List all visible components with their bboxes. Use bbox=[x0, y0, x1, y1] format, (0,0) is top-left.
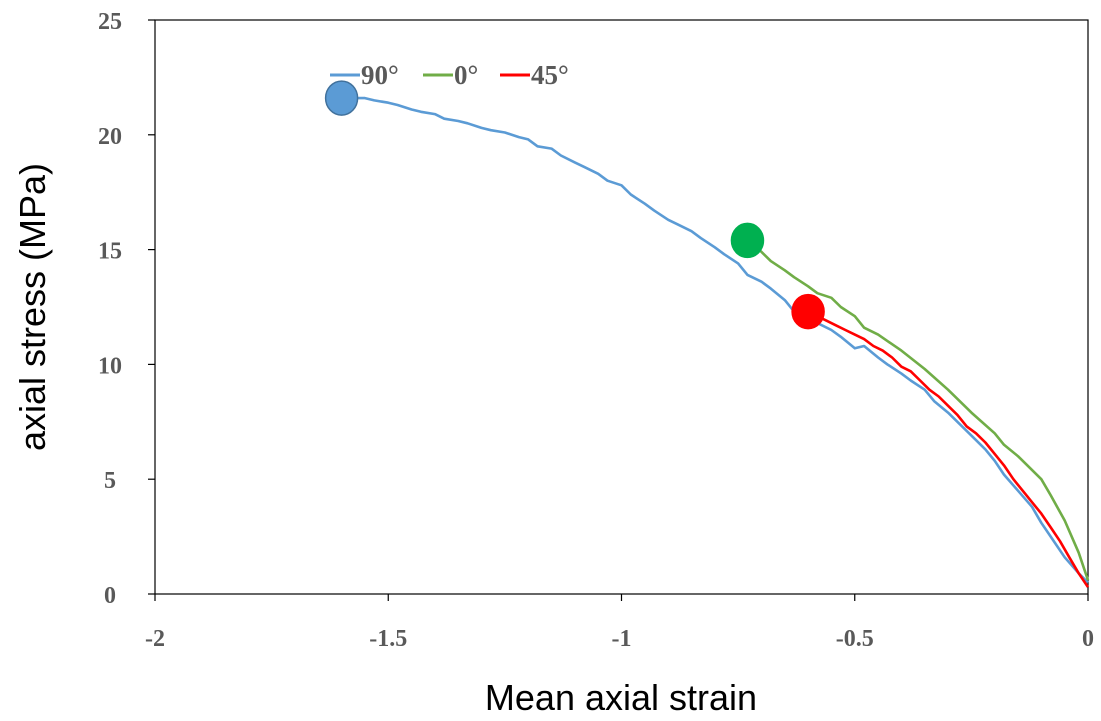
marker-layer bbox=[324, 80, 825, 330]
series-line-0deg bbox=[746, 239, 1090, 581]
y-tick-label: 10 bbox=[98, 353, 122, 379]
x-tick-label: -1 bbox=[612, 626, 632, 652]
y-tick-label: 5 bbox=[104, 468, 116, 494]
y-axis-ticks: 0 5 10 15 20 25 bbox=[98, 9, 155, 609]
series-line-45deg bbox=[807, 310, 1090, 588]
x-axis-title: Mean axial strain bbox=[485, 677, 757, 718]
legend: 90° 0° 45° bbox=[330, 60, 569, 90]
x-tick-label: 0 bbox=[1082, 626, 1094, 652]
y-tick-label: 15 bbox=[98, 239, 122, 265]
x-tick-label: -1.5 bbox=[369, 626, 407, 652]
series-line-90deg bbox=[341, 96, 1089, 584]
legend-label-0deg: 0° bbox=[454, 60, 478, 90]
failure-point-marker-0deg bbox=[730, 222, 765, 259]
x-tick-label: -2 bbox=[145, 626, 165, 652]
y-axis-title: axial stress (MPa) bbox=[12, 163, 53, 451]
failure-point-marker-90deg bbox=[324, 80, 359, 116]
y-tick-label: 25 bbox=[98, 9, 122, 35]
series-layer bbox=[341, 96, 1090, 588]
y-tick-label: 0 bbox=[104, 583, 116, 609]
legend-label-45deg: 45° bbox=[531, 60, 569, 90]
x-tick-label: -0.5 bbox=[836, 626, 874, 652]
y-tick-label: 20 bbox=[98, 124, 122, 150]
legend-label-90deg: 90° bbox=[361, 60, 399, 90]
failure-point-marker-45deg bbox=[791, 293, 825, 330]
plot-area-frame bbox=[154, 19, 1089, 595]
x-axis-ticks: -2 -1.5 -1 -0.5 0 bbox=[145, 594, 1094, 652]
